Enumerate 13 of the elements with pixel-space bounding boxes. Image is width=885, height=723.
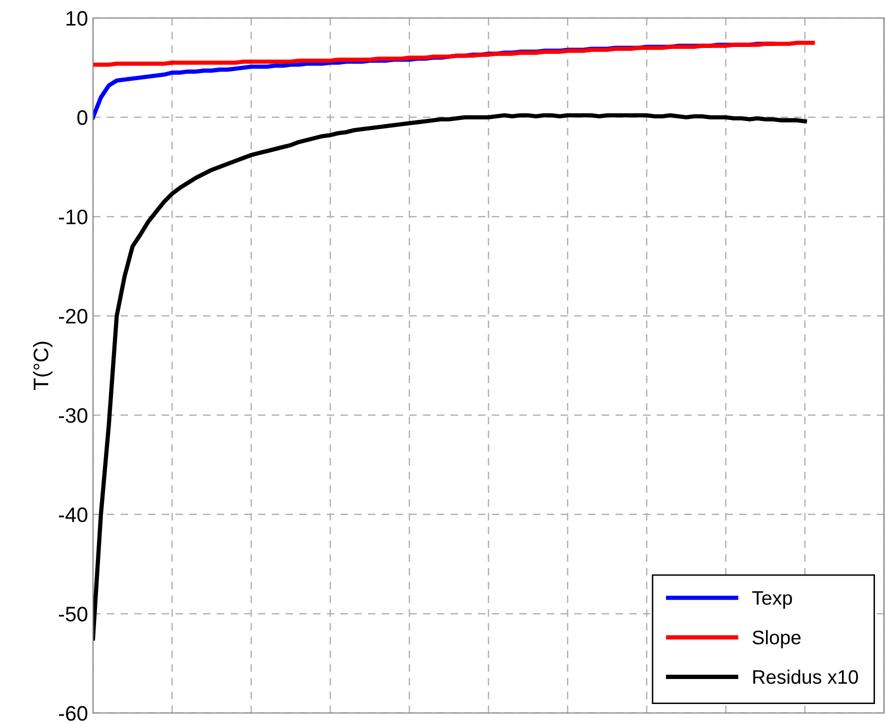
- line-series: [93, 40, 815, 67]
- y-tick-label: -10: [58, 210, 88, 224]
- legend-label: Residus x10: [753, 670, 858, 684]
- y-axis-title: T(°C): [33, 342, 52, 390]
- y-tick-label: -40: [58, 507, 88, 522]
- legend-label: Texp: [752, 591, 792, 609]
- y-tick-label: 10: [66, 11, 88, 26]
- y-tick-label: 0: [77, 110, 88, 126]
- y-tick-label: -50: [58, 606, 88, 622]
- y-tick-label: -20: [58, 308, 88, 324]
- y-tick-label: -30: [58, 408, 88, 423]
- legend-label: Slope: [752, 630, 801, 648]
- y-tick-label: -60: [58, 706, 88, 721]
